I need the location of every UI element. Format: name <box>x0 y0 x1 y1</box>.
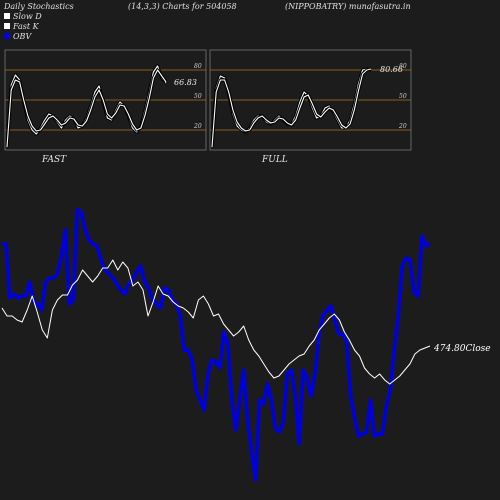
close-value: 474.80 <box>433 344 466 354</box>
full-series-1-line <box>211 68 372 148</box>
obv-line <box>2 208 431 482</box>
header-right: (NIPPOBATRY) munafasutra.in <box>285 2 411 11</box>
close-value-label: 474.80Close <box>433 344 491 354</box>
legend-swatch-slow-d <box>4 13 10 19</box>
full-last-value: 80.66 <box>380 65 403 74</box>
legend-label-slow-d: Slow D <box>13 12 42 21</box>
legend-label-fast-k: Fast K <box>12 22 40 31</box>
price-obv-panel <box>1 208 431 482</box>
fast-level-label-20: 20 <box>193 123 202 130</box>
fast-stochastic-panel: 20 50 80 66.83 FAST <box>4 49 207 165</box>
full-stochastic-panel: 20 50 80 80.66 FULL <box>209 49 412 165</box>
close-suffix: Close <box>466 344 491 354</box>
full-panel-label: FULL <box>261 155 288 165</box>
header-mid: (14,3,3) Charts for 504058 <box>128 2 237 11</box>
close-price-line <box>1 259 431 385</box>
legend: Slow D Fast K OBV <box>4 12 42 41</box>
legend-label-obv: OBV <box>13 32 32 41</box>
full-level-label-80: 80 <box>399 63 407 70</box>
legend-swatch-obv <box>4 33 10 39</box>
fast-last-value: 66.83 <box>174 78 197 87</box>
fast-panel-label: FAST <box>41 155 67 165</box>
fast-level-label-50: 50 <box>194 93 202 100</box>
header-left: Daily Stochastics <box>3 2 74 11</box>
fast-series-1-line <box>6 69 167 148</box>
legend-swatch-fast-k <box>4 23 10 29</box>
fast-level-label-80: 80 <box>194 63 202 70</box>
full-level-label-20: 20 <box>398 123 407 130</box>
full-level-label-50: 50 <box>399 93 407 100</box>
